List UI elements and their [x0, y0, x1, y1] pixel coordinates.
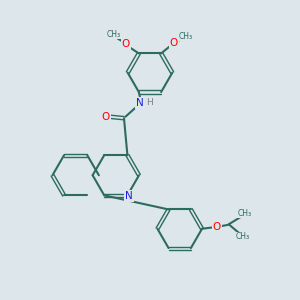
Text: O: O: [122, 39, 130, 49]
Text: CH₃: CH₃: [106, 30, 120, 39]
Text: O: O: [213, 222, 221, 232]
Text: CH₃: CH₃: [236, 232, 250, 241]
Text: N: N: [136, 98, 144, 108]
Text: O: O: [101, 112, 110, 122]
Text: CH₃: CH₃: [179, 32, 193, 41]
Text: O: O: [170, 38, 178, 48]
Text: H: H: [146, 98, 153, 107]
Text: N: N: [125, 191, 133, 201]
Text: CH₃: CH₃: [238, 208, 252, 217]
